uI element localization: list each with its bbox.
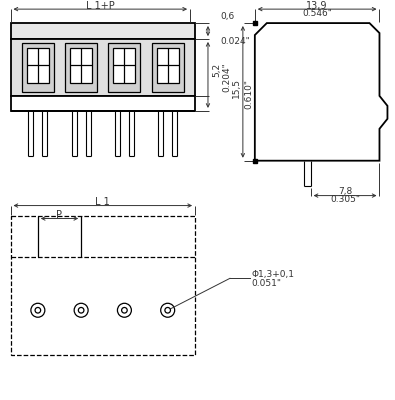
Text: 0,6: 0,6 xyxy=(220,12,234,21)
Bar xyxy=(152,43,184,92)
Bar xyxy=(27,48,49,83)
Bar xyxy=(11,216,195,355)
Bar xyxy=(253,159,257,163)
Circle shape xyxy=(78,308,84,313)
Bar xyxy=(65,43,97,92)
Text: 13,9: 13,9 xyxy=(307,1,328,11)
Circle shape xyxy=(122,308,127,313)
Text: Φ1,3+0,1: Φ1,3+0,1 xyxy=(252,270,295,279)
Text: L 1+P: L 1+P xyxy=(86,1,115,11)
Circle shape xyxy=(74,303,88,317)
Text: 0.024": 0.024" xyxy=(220,37,250,46)
Circle shape xyxy=(35,308,41,313)
Text: 5,2: 5,2 xyxy=(212,63,221,77)
Text: P: P xyxy=(56,210,62,220)
Polygon shape xyxy=(255,23,387,161)
Circle shape xyxy=(117,303,132,317)
Bar xyxy=(70,48,92,83)
Text: 15,5: 15,5 xyxy=(232,78,241,98)
Bar xyxy=(157,48,179,83)
Text: 0.305": 0.305" xyxy=(330,195,360,204)
Bar xyxy=(253,21,257,25)
Bar xyxy=(11,23,195,39)
Text: 0.204": 0.204" xyxy=(222,62,231,92)
Bar xyxy=(11,39,195,96)
Text: 0.051": 0.051" xyxy=(252,279,282,288)
Circle shape xyxy=(165,308,171,313)
Text: 0.546": 0.546" xyxy=(302,9,332,18)
Text: 0.610": 0.610" xyxy=(245,79,253,109)
Bar xyxy=(113,48,135,83)
Bar xyxy=(11,96,195,111)
Text: L 1: L 1 xyxy=(96,196,110,206)
Bar xyxy=(22,43,54,92)
Bar xyxy=(109,43,140,92)
Circle shape xyxy=(31,303,45,317)
Text: 7,8: 7,8 xyxy=(338,187,352,196)
Circle shape xyxy=(161,303,175,317)
